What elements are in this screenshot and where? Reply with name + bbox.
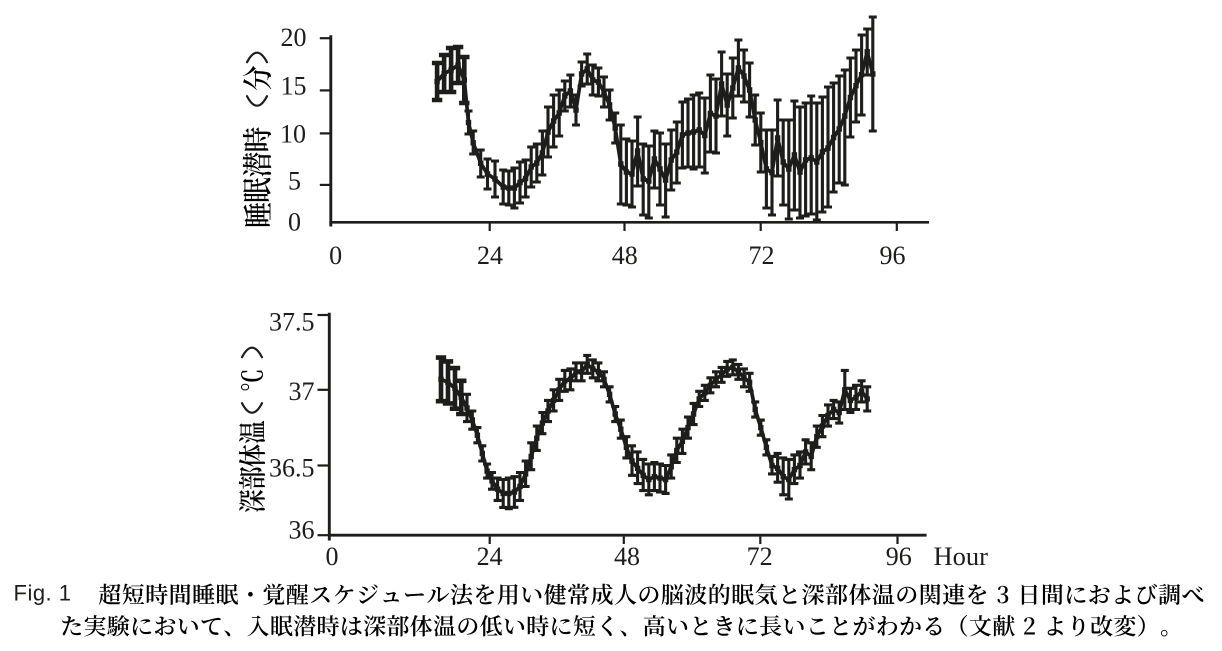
svg-text:15: 15 <box>281 72 307 101</box>
svg-text:0: 0 <box>288 208 301 237</box>
svg-text:0: 0 <box>329 241 342 270</box>
svg-text:48: 48 <box>614 542 640 571</box>
svg-text:36.5: 36.5 <box>269 454 315 483</box>
svg-text:24: 24 <box>477 542 503 571</box>
svg-text:36: 36 <box>289 516 315 545</box>
svg-text:96: 96 <box>886 542 912 571</box>
svg-text:72: 72 <box>749 241 775 270</box>
svg-text:0: 0 <box>326 542 339 571</box>
svg-text:37.5: 37.5 <box>269 308 315 337</box>
svg-text:24: 24 <box>477 241 503 270</box>
svg-text:Fig. 1: Fig. 1 <box>14 581 72 606</box>
svg-text:48: 48 <box>612 241 638 270</box>
svg-text:96: 96 <box>880 241 906 270</box>
svg-text:Hour: Hour <box>934 541 989 571</box>
svg-text:37: 37 <box>289 377 315 406</box>
svg-text:5: 5 <box>288 167 301 196</box>
svg-text:72: 72 <box>747 542 773 571</box>
svg-text:10: 10 <box>280 120 306 149</box>
svg-text:20: 20 <box>281 23 307 52</box>
